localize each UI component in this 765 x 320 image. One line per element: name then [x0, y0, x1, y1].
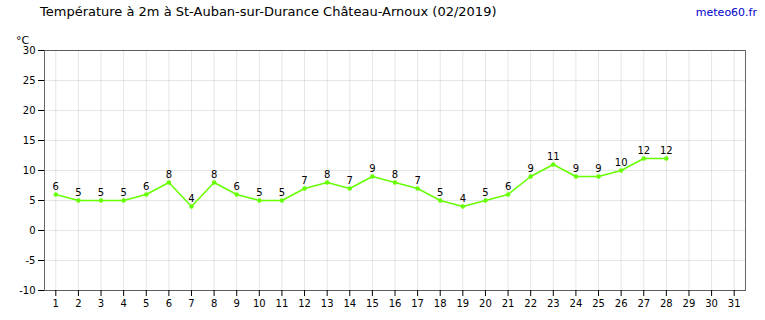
svg-text:29: 29 [683, 298, 696, 309]
svg-text:10: 10 [23, 165, 36, 176]
svg-text:15: 15 [366, 298, 379, 309]
svg-text:5: 5 [482, 187, 488, 198]
svg-text:6: 6 [505, 181, 511, 192]
svg-text:8: 8 [392, 169, 398, 180]
svg-text:1: 1 [53, 298, 59, 309]
svg-text:6: 6 [143, 181, 149, 192]
svg-text:4: 4 [120, 298, 126, 309]
svg-text:7: 7 [347, 175, 353, 186]
svg-text:4: 4 [460, 193, 466, 204]
html-text:Température à 2m à St-Auban-su: Température à 2m à St-Auban-sur-Durance … [40, 4, 497, 19]
svg-text:5: 5 [143, 298, 149, 309]
svg-text:11: 11 [547, 151, 560, 162]
svg-text:8: 8 [211, 298, 217, 309]
svg-text:8: 8 [324, 169, 330, 180]
svg-text:10: 10 [253, 298, 266, 309]
svg-text:14: 14 [343, 298, 356, 309]
svg-text:6: 6 [234, 181, 240, 192]
svg-text:25: 25 [23, 75, 36, 86]
svg-text:23: 23 [547, 298, 560, 309]
svg-text:27: 27 [637, 298, 650, 309]
svg-text:7: 7 [414, 175, 420, 186]
svg-text:0: 0 [29, 225, 35, 236]
svg-text:5: 5 [256, 187, 262, 198]
html-text:meteo60.fr: meteo60.fr [695, 6, 757, 19]
svg-text:19: 19 [456, 298, 469, 309]
svg-text:-10: -10 [19, 285, 35, 296]
svg-text:2: 2 [75, 298, 81, 309]
svg-text:25: 25 [592, 298, 605, 309]
svg-text:9: 9 [573, 163, 579, 174]
svg-text:15: 15 [23, 135, 36, 146]
svg-text:9: 9 [527, 163, 533, 174]
svg-text:6: 6 [166, 298, 172, 309]
svg-text:18: 18 [434, 298, 447, 309]
svg-text:5: 5 [98, 187, 104, 198]
svg-text:5: 5 [29, 195, 35, 206]
svg-text:12: 12 [637, 145, 650, 156]
svg-text:20: 20 [479, 298, 492, 309]
svg-text:28: 28 [660, 298, 673, 309]
svg-text:16: 16 [389, 298, 402, 309]
svg-text:31: 31 [728, 298, 741, 309]
svg-text:6: 6 [53, 181, 59, 192]
svg-text:20: 20 [23, 105, 36, 116]
svg-text:5: 5 [279, 187, 285, 198]
svg-text:12: 12 [298, 298, 311, 309]
svg-text:8: 8 [211, 169, 217, 180]
svg-text:-5: -5 [26, 255, 36, 266]
svg-text:5: 5 [120, 187, 126, 198]
svg-text:21: 21 [502, 298, 515, 309]
svg-text:26: 26 [615, 298, 628, 309]
svg-text:4: 4 [188, 193, 194, 204]
svg-text:5: 5 [75, 187, 81, 198]
svg-text:13: 13 [321, 298, 334, 309]
svg-text:10: 10 [615, 157, 628, 168]
svg-text:24: 24 [570, 298, 583, 309]
svg-text:°C: °C [16, 34, 30, 47]
svg-text:30: 30 [22, 44, 36, 56]
svg-text:9: 9 [234, 298, 240, 309]
svg-text:22: 22 [524, 298, 537, 309]
svg-text:5: 5 [437, 187, 443, 198]
svg-text:30: 30 [705, 298, 718, 309]
svg-text:17: 17 [411, 298, 424, 309]
svg-text:7: 7 [301, 175, 307, 186]
svg-text:3: 3 [98, 298, 104, 309]
svg-text:12: 12 [660, 145, 673, 156]
svg-text:7: 7 [188, 298, 194, 309]
svg-text:8: 8 [166, 169, 172, 180]
svg-text:11: 11 [276, 298, 289, 309]
svg-text:9: 9 [595, 163, 601, 174]
svg-text:9: 9 [369, 163, 375, 174]
